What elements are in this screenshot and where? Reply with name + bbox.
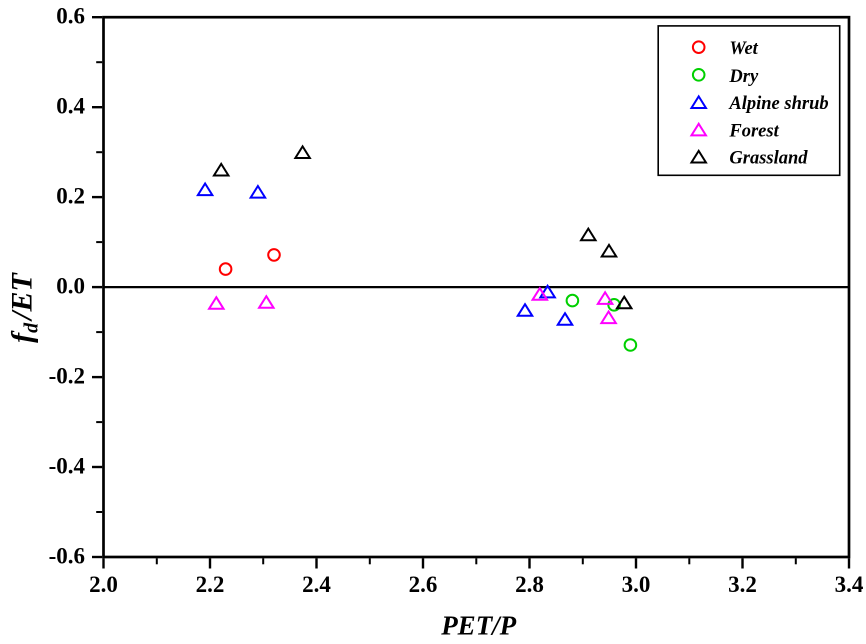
- svg-text:-0.6: -0.6: [49, 544, 85, 569]
- svg-text:3.2: 3.2: [728, 572, 757, 597]
- svg-text:2.2: 2.2: [196, 572, 225, 597]
- svg-text:0.0: 0.0: [56, 274, 85, 299]
- svg-text:2.4: 2.4: [302, 572, 331, 597]
- svg-text:Dry: Dry: [728, 67, 759, 87]
- svg-text:2.8: 2.8: [515, 572, 544, 597]
- svg-text:-0.2: -0.2: [49, 364, 85, 389]
- svg-text:Forest: Forest: [728, 122, 779, 142]
- svg-text:Grassland: Grassland: [729, 149, 808, 169]
- svg-text:0.2: 0.2: [56, 184, 85, 209]
- svg-text:PET/P: PET/P: [440, 611, 516, 641]
- svg-text:2.6: 2.6: [409, 572, 438, 597]
- svg-text:0.4: 0.4: [56, 94, 85, 119]
- svg-text:Wet: Wet: [729, 39, 758, 59]
- svg-text:2.0: 2.0: [89, 572, 118, 597]
- svg-text:fd/ET: fd/ET: [6, 271, 43, 342]
- svg-text:Alpine shrub: Alpine shrub: [728, 94, 828, 114]
- svg-text:3.0: 3.0: [622, 572, 651, 597]
- svg-text:0.6: 0.6: [56, 4, 85, 29]
- svg-text:3.4: 3.4: [835, 572, 864, 597]
- svg-text:-0.4: -0.4: [49, 454, 86, 479]
